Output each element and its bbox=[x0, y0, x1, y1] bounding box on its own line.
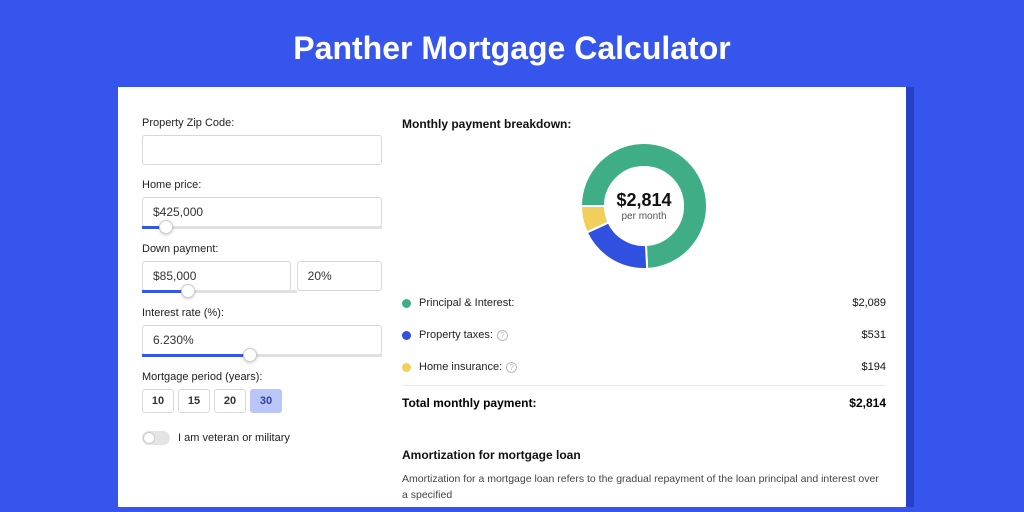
down-payment-pct-input[interactable] bbox=[297, 261, 382, 291]
info-icon[interactable]: ? bbox=[497, 330, 508, 341]
legend: Principal & Interest:$2,089Property taxe… bbox=[402, 287, 886, 383]
donut-amount: $2,814 bbox=[616, 190, 671, 211]
toggle-knob bbox=[143, 432, 155, 444]
period-field: Mortgage period (years): 10152030 bbox=[142, 371, 382, 413]
legend-dot bbox=[402, 331, 411, 340]
interest-rate-slider[interactable] bbox=[142, 354, 382, 357]
donut-center: $2,814 per month bbox=[616, 190, 671, 222]
period-label: Mortgage period (years): bbox=[142, 371, 382, 383]
veteran-label: I am veteran or military bbox=[178, 432, 290, 444]
legend-value: $194 bbox=[862, 361, 886, 373]
slider-thumb[interactable] bbox=[159, 220, 173, 234]
home-price-slider[interactable] bbox=[142, 226, 382, 229]
period-button-20[interactable]: 20 bbox=[214, 389, 246, 413]
veteran-toggle[interactable] bbox=[142, 431, 170, 445]
legend-label: Property taxes: ? bbox=[419, 329, 862, 341]
legend-value: $531 bbox=[862, 329, 886, 341]
period-button-10[interactable]: 10 bbox=[142, 389, 174, 413]
calculator-card: Property Zip Code: Home price: Down paym… bbox=[118, 87, 906, 507]
home-price-field: Home price: bbox=[142, 179, 382, 229]
zip-field: Property Zip Code: bbox=[142, 117, 382, 165]
form-column: Property Zip Code: Home price: Down paym… bbox=[142, 117, 382, 487]
donut-container: $2,814 per month bbox=[402, 143, 886, 269]
legend-value: $2,089 bbox=[852, 297, 886, 309]
donut-sub: per month bbox=[616, 211, 671, 222]
total-value: $2,814 bbox=[849, 396, 886, 410]
breakdown-title: Monthly payment breakdown: bbox=[402, 117, 886, 131]
zip-input[interactable] bbox=[142, 135, 382, 165]
legend-label: Home insurance: ? bbox=[419, 361, 862, 373]
legend-dot bbox=[402, 299, 411, 308]
down-payment-slider[interactable] bbox=[142, 290, 297, 293]
donut-slice bbox=[587, 222, 647, 269]
interest-rate-field: Interest rate (%): bbox=[142, 307, 382, 357]
breakdown-column: Monthly payment breakdown: $2,814 per mo… bbox=[402, 117, 886, 487]
info-icon[interactable]: ? bbox=[506, 362, 517, 373]
period-group: 10152030 bbox=[142, 389, 382, 413]
total-row: Total monthly payment: $2,814 bbox=[402, 385, 886, 420]
period-button-30[interactable]: 30 bbox=[250, 389, 282, 413]
down-payment-field: Down payment: bbox=[142, 243, 382, 293]
legend-row: Home insurance: ?$194 bbox=[402, 351, 886, 383]
amortization-text: Amortization for a mortgage loan refers … bbox=[402, 472, 886, 504]
down-payment-input[interactable] bbox=[142, 261, 291, 291]
slider-thumb[interactable] bbox=[181, 284, 195, 298]
slider-thumb[interactable] bbox=[243, 348, 257, 362]
home-price-input[interactable] bbox=[142, 197, 382, 227]
interest-rate-input[interactable] bbox=[142, 325, 382, 355]
home-price-label: Home price: bbox=[142, 179, 382, 191]
zip-label: Property Zip Code: bbox=[142, 117, 382, 129]
legend-label: Principal & Interest: bbox=[419, 297, 852, 309]
donut-chart: $2,814 per month bbox=[581, 143, 707, 269]
amortization-section: Amortization for mortgage loan Amortizat… bbox=[402, 448, 886, 504]
amortization-title: Amortization for mortgage loan bbox=[402, 448, 886, 462]
veteran-row: I am veteran or military bbox=[142, 431, 382, 445]
legend-row: Principal & Interest:$2,089 bbox=[402, 287, 886, 319]
total-label: Total monthly payment: bbox=[402, 396, 849, 410]
down-payment-label: Down payment: bbox=[142, 243, 382, 255]
interest-rate-label: Interest rate (%): bbox=[142, 307, 382, 319]
legend-row: Property taxes: ?$531 bbox=[402, 319, 886, 351]
period-button-15[interactable]: 15 bbox=[178, 389, 210, 413]
legend-dot bbox=[402, 363, 411, 372]
page-title: Panther Mortgage Calculator bbox=[0, 0, 1024, 87]
